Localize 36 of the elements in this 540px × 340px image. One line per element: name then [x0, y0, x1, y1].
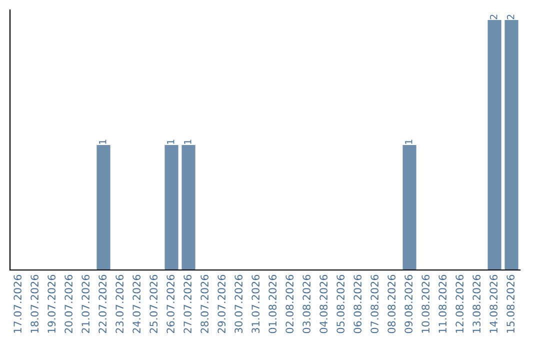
data-label: 1 [167, 140, 174, 144]
x-tick-label: 24.07.2026 [132, 274, 141, 334]
data-label: 2 [506, 14, 514, 20]
x-tick-label: 31.07.2026 [252, 274, 260, 334]
x-tick-label: 22.07.2026 [98, 274, 107, 334]
x-tick-label: 29.07.2026 [218, 274, 226, 334]
data-label: 1 [405, 140, 412, 144]
x-tick-label: 12.08.2026 [456, 274, 464, 333]
data-label: 1 [99, 140, 106, 144]
x-tick-label: 01.08.2026 [268, 274, 277, 334]
data-label: 1 [184, 140, 192, 144]
x-tick-label: 06.08.2026 [354, 274, 362, 334]
x-tick-label: 17.07.2026 [14, 274, 22, 333]
x-tick-label: 14.08.2026 [490, 274, 498, 333]
x-tick-label: 15.08.2026 [506, 274, 515, 333]
x-tick-label: 19.07.2026 [48, 274, 56, 333]
x-tick-label: 05.08.2026 [336, 274, 345, 334]
data-label: 2 [490, 14, 498, 20]
x-tick-label: 08.08.2026 [388, 274, 396, 334]
x-tick-label: 09.08.2026 [404, 274, 413, 334]
x-tick-label: 07.08.2026 [370, 274, 379, 334]
x-tick-label: 18.07.2026 [30, 274, 39, 333]
x-tick-label: 03.08.2026 [302, 274, 311, 334]
x-tick-label: 27.07.2026 [184, 274, 192, 334]
x-tick-label: 11.08.2026 [438, 274, 447, 333]
x-tick-label: 25.07.2026 [150, 274, 158, 334]
x-tick-label: 26.07.2026 [166, 274, 175, 334]
x-tick-label: 28.07.2026 [200, 274, 209, 334]
x-tick-label: 10.08.2026 [422, 274, 430, 333]
x-tick-label: 23.07.2026 [116, 274, 124, 334]
x-tick-label: 20.07.2026 [64, 274, 73, 334]
x-tick-label: 04.08.2026 [320, 274, 328, 334]
x-tick-label: 02.08.2026 [286, 274, 294, 334]
x-tick-label: 30.07.2026 [234, 274, 243, 334]
x-tick-label: 13.08.2026 [472, 274, 481, 333]
x-tick-label: 21.07.2026 [82, 274, 90, 334]
